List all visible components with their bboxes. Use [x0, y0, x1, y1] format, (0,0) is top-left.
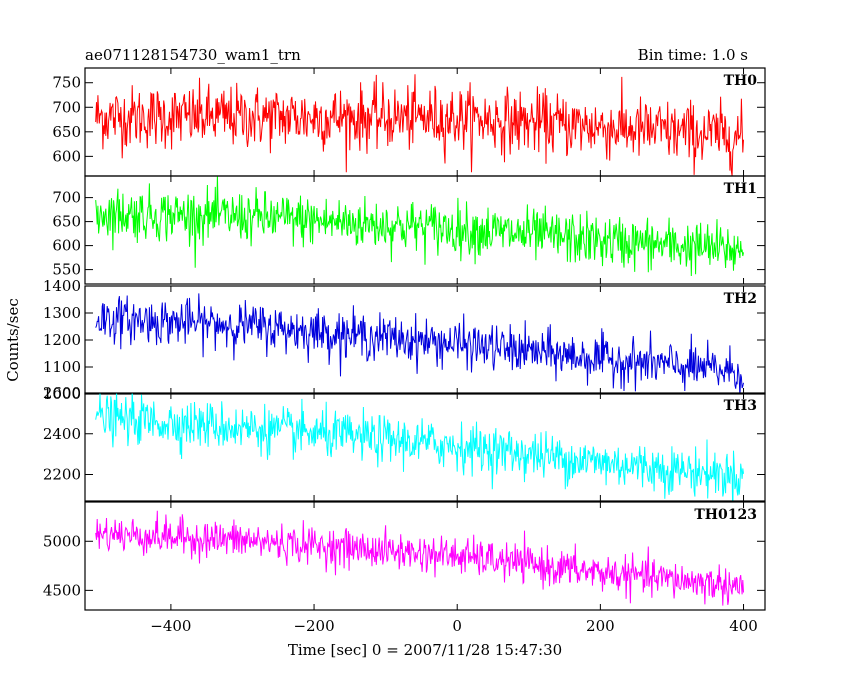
y-axis-title: Counts/sec	[4, 298, 22, 382]
x-tick-label: −400	[150, 617, 191, 635]
panel-th3: 2200 2400 2600 TH3	[43, 384, 766, 502]
x-tick-label: 400	[729, 617, 758, 635]
y-tick-label: 550	[52, 261, 81, 279]
series-line-th0	[95, 74, 744, 176]
y-tick-label: 5000	[43, 532, 81, 550]
panel-th0: 600 650 700 750 TH0	[52, 67, 766, 177]
y-tick-label: 1000	[43, 385, 81, 403]
y-tick-label: 600	[52, 237, 81, 255]
panel-name: TH3	[724, 398, 757, 414]
series-line-th3	[95, 393, 744, 501]
panel-th2: 1000 1100 1200 1300 1400 TH2	[43, 277, 766, 403]
panel-frame	[84, 392, 766, 502]
panel-th1: 550 600 650 700 TH1	[52, 175, 766, 285]
panel-frame	[84, 501, 766, 611]
y-tick-label: 1100	[43, 358, 81, 376]
x-axis: −400 −200 0 200 400	[150, 617, 758, 635]
y-tick-label: 2400	[43, 425, 81, 443]
panel-name: TH2	[724, 291, 757, 307]
y-tick-label: 4500	[43, 581, 81, 599]
y-tick-label: 700	[52, 189, 81, 207]
panel-frame	[84, 175, 766, 285]
y-tick-label: 1400	[43, 277, 81, 295]
y-tick-label: 650	[52, 213, 81, 231]
x-tick-label: 200	[586, 617, 615, 635]
chart-title: ae071128154730_wam1_trn	[85, 46, 301, 64]
series-line-th2	[95, 293, 744, 394]
panel-name: TH0123	[694, 507, 757, 523]
y-tick-label: 1200	[43, 331, 81, 349]
panels-group: 600 650 700 750 TH0 550 600 650 700 TH1 1000 1100 12…	[43, 67, 766, 611]
y-tick-label: 1300	[43, 304, 81, 322]
panel-th0123: 4500 5000 TH0123	[43, 501, 766, 611]
x-tick-label: −200	[293, 617, 334, 635]
bin-time-label: Bin time: 1.0 s	[638, 46, 748, 64]
y-tick-label: 2200	[43, 466, 81, 484]
y-tick-label: 700	[52, 98, 81, 116]
y-tick-label: 750	[52, 74, 81, 92]
y-tick-label: 650	[52, 123, 81, 141]
x-tick-label: 0	[452, 617, 462, 635]
panel-name: TH0	[724, 73, 758, 89]
x-axis-title: Time [sec] 0 = 2007/11/28 15:47:30	[288, 641, 562, 659]
series-line-th1	[95, 176, 744, 277]
panel-name: TH1	[724, 181, 757, 197]
y-tick-label: 2600	[43, 384, 81, 402]
y-tick-label: 600	[52, 147, 81, 165]
series-line-th0123	[95, 510, 744, 606]
